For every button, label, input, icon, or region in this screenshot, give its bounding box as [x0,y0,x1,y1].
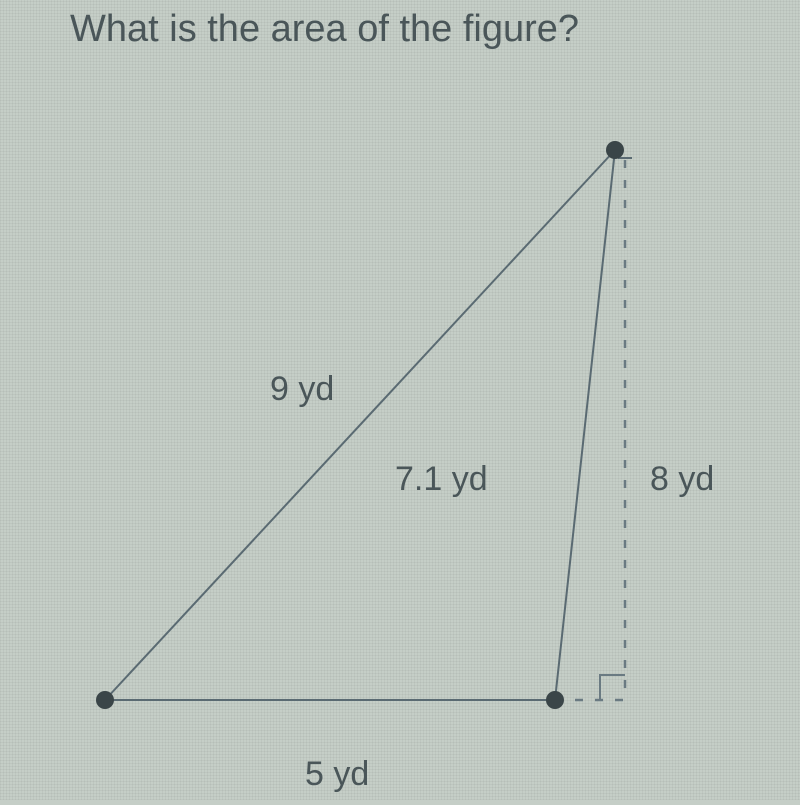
triangle-figure [0,60,800,800]
top-vertex [606,141,624,159]
bottom-left-vertex [96,691,114,709]
question-text: What is the area of the figure? [70,8,579,51]
right-side-line [555,150,615,700]
base-label: 5 yd [305,755,369,794]
height-label: 8 yd [650,460,714,499]
hypotenuse-line [105,150,615,700]
worksheet-container: What is the area of the figure? [0,0,800,800]
right-side-label: 7.1 yd [395,460,488,499]
figure-container: 9 yd 7.1 yd 8 yd 5 yd [0,60,800,800]
bottom-right-vertex [546,691,564,709]
hypotenuse-label: 9 yd [270,370,334,409]
right-angle-marker [600,675,625,700]
